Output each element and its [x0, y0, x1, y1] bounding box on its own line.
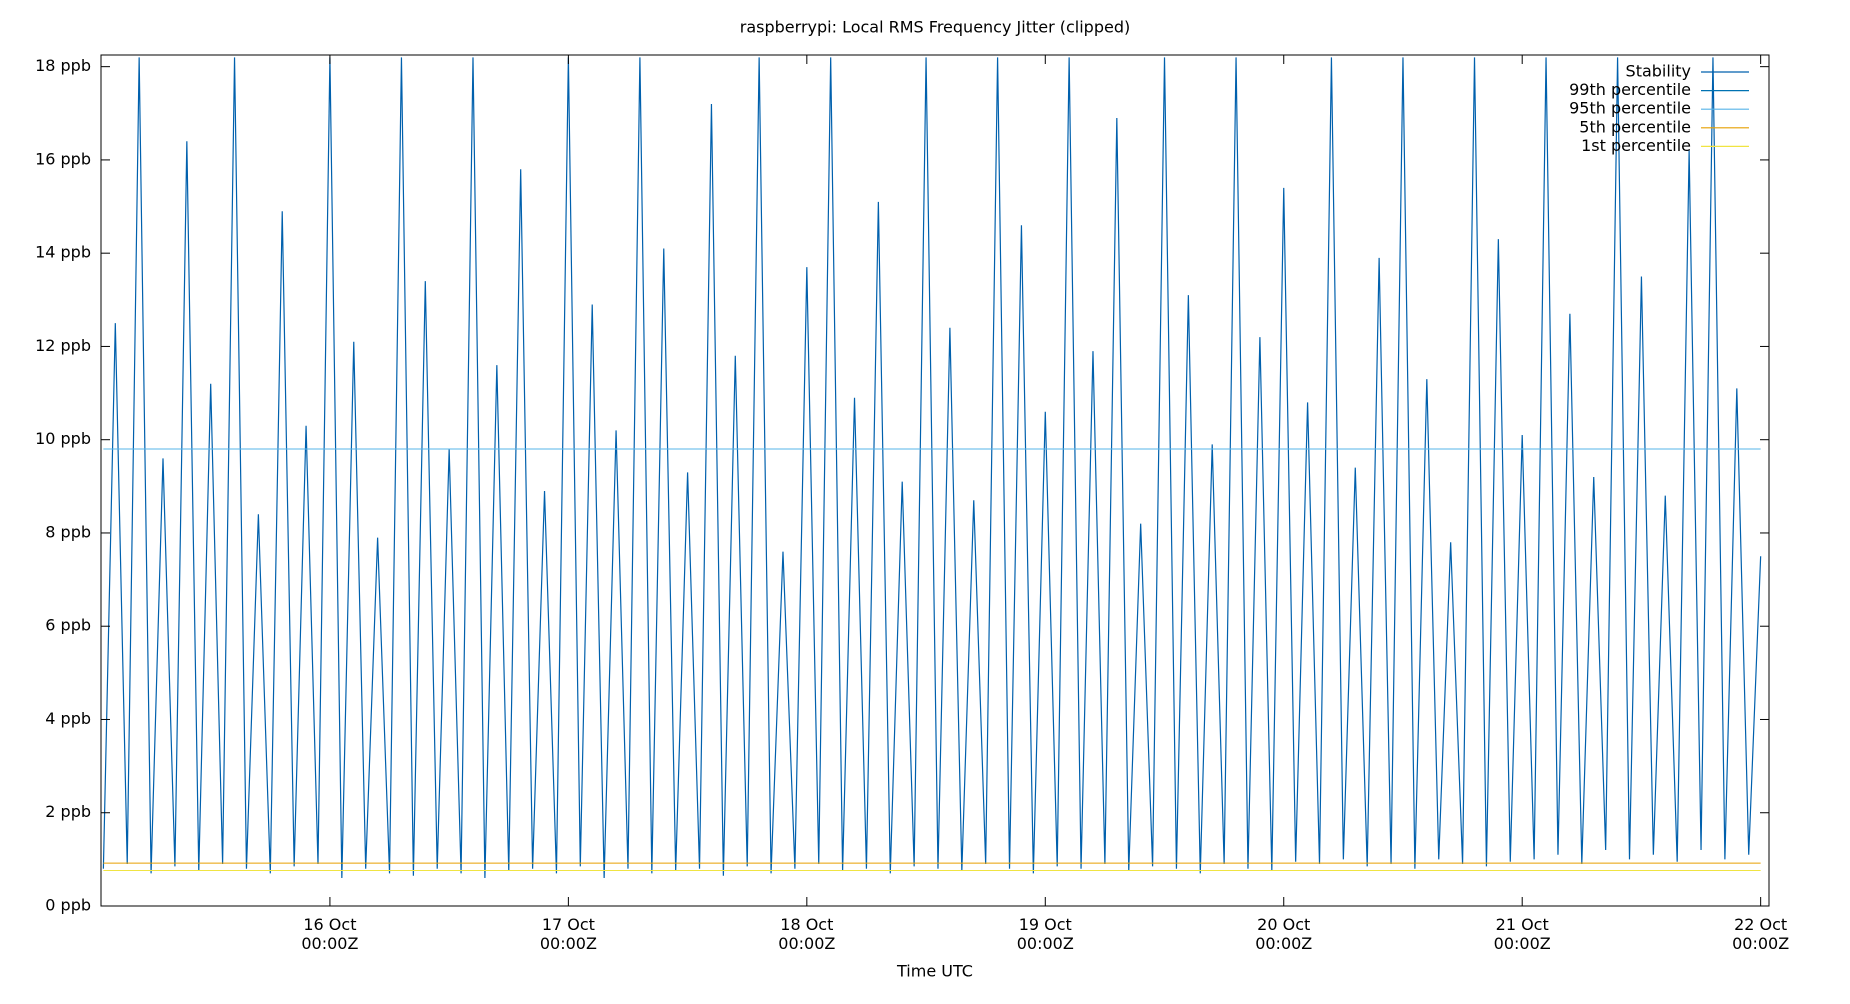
y-tick-label: 10 ppb: [35, 429, 91, 448]
legend-label: 99th percentile: [1569, 80, 1691, 99]
x-tick-label: 21 Oct 00:00Z: [1494, 915, 1551, 953]
x-tick-label: 19 Oct 00:00Z: [1017, 915, 1074, 953]
legend-label: 95th percentile: [1569, 99, 1691, 118]
y-tick-label: 14 ppb: [35, 243, 91, 262]
x-tick-label: 22 Oct 00:00Z: [1732, 915, 1789, 953]
y-tick-label: 8 ppb: [45, 522, 91, 541]
legend-label: Stability: [1626, 62, 1691, 81]
chart-title: raspberrypi: Local RMS Frequency Jitter …: [740, 18, 1130, 37]
y-tick-label: 0 ppb: [45, 896, 91, 915]
x-tick-label: 16 Oct 00:00Z: [301, 915, 358, 953]
y-tick-label: 12 ppb: [35, 336, 91, 355]
y-tick-label: 6 ppb: [45, 616, 91, 635]
x-tick-label: 17 Oct 00:00Z: [540, 915, 597, 953]
series-line: [102, 57, 1762, 879]
y-tick-label: 18 ppb: [35, 56, 91, 75]
x-axis-label: Time UTC: [896, 962, 973, 981]
y-tick-label: 16 ppb: [35, 149, 91, 168]
y-tick-label: 4 ppb: [45, 709, 91, 728]
y-tick-label: 2 ppb: [45, 802, 91, 821]
plot-border: [100, 54, 1770, 907]
x-tick-label: 18 Oct 00:00Z: [778, 915, 835, 953]
plot-area: [102, 57, 1762, 879]
x-tick-label: 20 Oct 00:00Z: [1255, 915, 1312, 953]
legend-label: 5th percentile: [1579, 117, 1691, 136]
legend-label: 1st percentile: [1581, 136, 1691, 155]
